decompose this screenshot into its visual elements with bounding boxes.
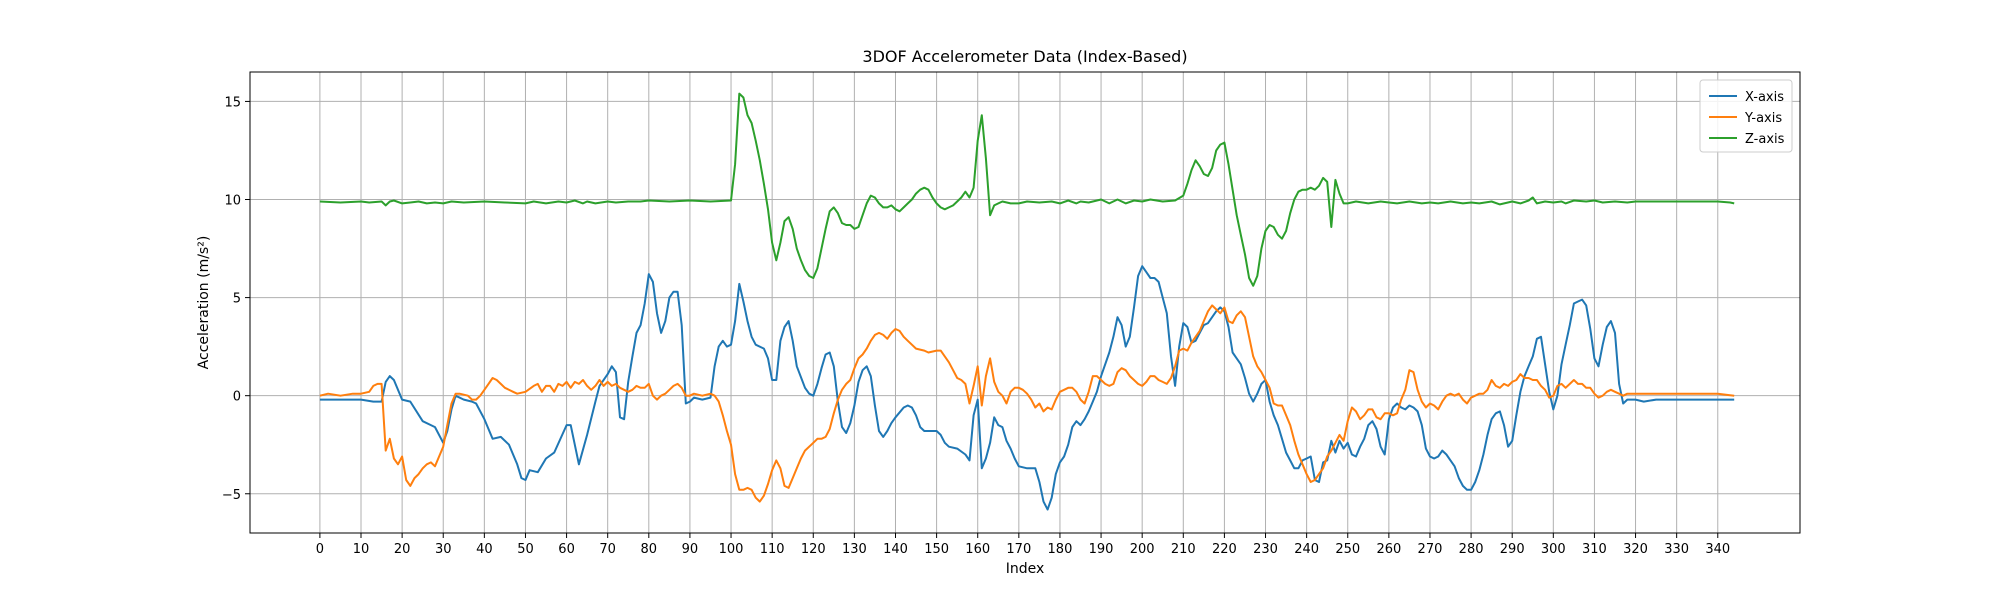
x-tick-label: 320 <box>1623 542 1648 557</box>
x-tick-label: 50 <box>517 542 534 557</box>
x-tick-label: 300 <box>1541 542 1566 557</box>
x-tick-label: 100 <box>719 542 744 557</box>
x-tick-label: 250 <box>1335 542 1360 557</box>
x-tick-label: 30 <box>435 542 452 557</box>
x-tick-label: 200 <box>1130 542 1155 557</box>
x-tick-label: 40 <box>476 542 493 557</box>
series-layer <box>319 92 1735 511</box>
x-tick-label: 220 <box>1212 542 1237 557</box>
legend-box <box>1699 79 1793 153</box>
series-line-x-axis <box>319 265 1735 511</box>
x-tick-label: 130 <box>842 542 867 557</box>
x-tick-label: 270 <box>1418 542 1443 557</box>
chart-title: 3DOF Accelerometer Data (Index-Based) <box>862 47 1187 66</box>
x-axis-label: Index <box>1006 561 1045 577</box>
x-tick-label: 60 <box>558 542 575 557</box>
y-axis-label: Acceleration (m/s²) <box>196 236 212 370</box>
x-tick-label: 310 <box>1582 542 1607 557</box>
legend-label: Z-axis <box>1745 132 1785 147</box>
x-tick-label: 340 <box>1705 542 1730 557</box>
y-tick-label: 15 <box>224 95 241 110</box>
legend-label: X-axis <box>1745 90 1784 105</box>
x-tick-label: 20 <box>394 542 411 557</box>
plot-area-frame <box>249 71 1801 534</box>
x-tick-label: 150 <box>924 542 949 557</box>
x-tick-label: 170 <box>1006 542 1031 557</box>
axis-ticks: 0 10 20 30 40 50 60 70 80 90 100 110 120 130 140 150 160… <box>222 95 1730 557</box>
x-tick-label: 140 <box>883 542 908 557</box>
y-tick-label: −5 <box>222 488 241 503</box>
x-tick-label: 10 <box>353 542 370 557</box>
x-tick-label: 190 <box>1089 542 1114 557</box>
legend-label: Y-axis <box>1744 111 1782 126</box>
y-tick-label: 0 <box>233 390 241 405</box>
x-tick-label: 290 <box>1500 542 1525 557</box>
x-tick-label: 0 <box>316 542 324 557</box>
x-tick-label: 260 <box>1376 542 1401 557</box>
x-tick-label: 110 <box>760 542 785 557</box>
series-line-y-axis <box>319 304 1735 503</box>
y-tick-label: 5 <box>233 292 241 307</box>
legend: X-axis Y-axis Z-axis <box>1699 79 1793 153</box>
x-tick-label: 160 <box>965 542 990 557</box>
y-tick-label: 10 <box>224 194 241 209</box>
x-tick-label: 330 <box>1664 542 1689 557</box>
x-tick-label: 90 <box>682 542 699 557</box>
x-tick-label: 240 <box>1294 542 1319 557</box>
x-tick-label: 210 <box>1171 542 1196 557</box>
x-tick-label: 70 <box>599 542 616 557</box>
x-tick-label: 180 <box>1048 542 1073 557</box>
x-tick-label: 120 <box>801 542 826 557</box>
x-tick-label: 80 <box>641 542 658 557</box>
series-line-z-axis <box>319 92 1735 287</box>
x-tick-label: 280 <box>1459 542 1484 557</box>
grid-lines <box>250 72 1800 533</box>
x-tick-label: 230 <box>1253 542 1278 557</box>
